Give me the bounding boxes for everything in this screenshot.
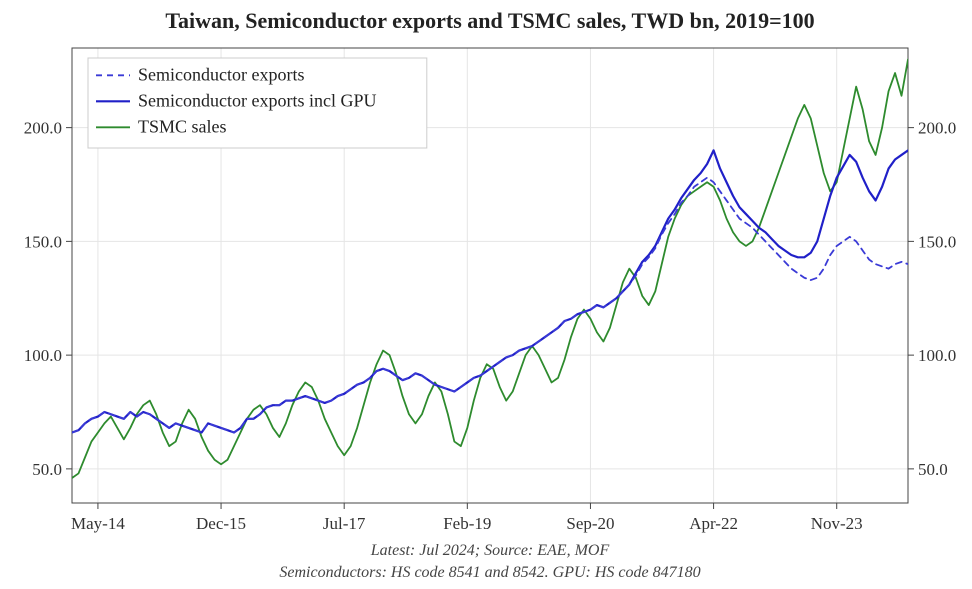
footer-line-2: Semiconductors: HS code 8541 and 8542. G… [279, 564, 700, 581]
ytick-label-right: 50.0 [918, 460, 948, 479]
ytick-label-left: 50.0 [32, 460, 62, 479]
legend-label: Semiconductor exports incl GPU [138, 90, 376, 110]
xtick-label: Sep-20 [566, 514, 614, 533]
ytick-label-right: 100.0 [918, 346, 956, 365]
ytick-label-left: 200.0 [24, 119, 62, 138]
ytick-label-right: 200.0 [918, 119, 956, 138]
chart-container: Taiwan, Semiconductor exports and TSMC s… [0, 0, 972, 589]
chart-svg: Taiwan, Semiconductor exports and TSMC s… [0, 0, 972, 589]
chart-title: Taiwan, Semiconductor exports and TSMC s… [165, 8, 814, 33]
legend-label: Semiconductor exports [138, 64, 304, 84]
xtick-label: Dec-15 [196, 514, 246, 533]
xtick-label: Nov-23 [811, 514, 863, 533]
ytick-label-left: 150.0 [24, 232, 62, 251]
footer-line-1: Latest: Jul 2024; Source: EAE, MOF [370, 542, 610, 559]
legend-label: TSMC sales [138, 116, 227, 136]
ytick-label-right: 150.0 [918, 232, 956, 251]
xtick-label: Feb-19 [443, 514, 491, 533]
xtick-label: Jul-17 [323, 514, 366, 533]
ytick-label-left: 100.0 [24, 346, 62, 365]
xtick-label: May-14 [71, 514, 125, 533]
xtick-label: Apr-22 [689, 514, 738, 533]
